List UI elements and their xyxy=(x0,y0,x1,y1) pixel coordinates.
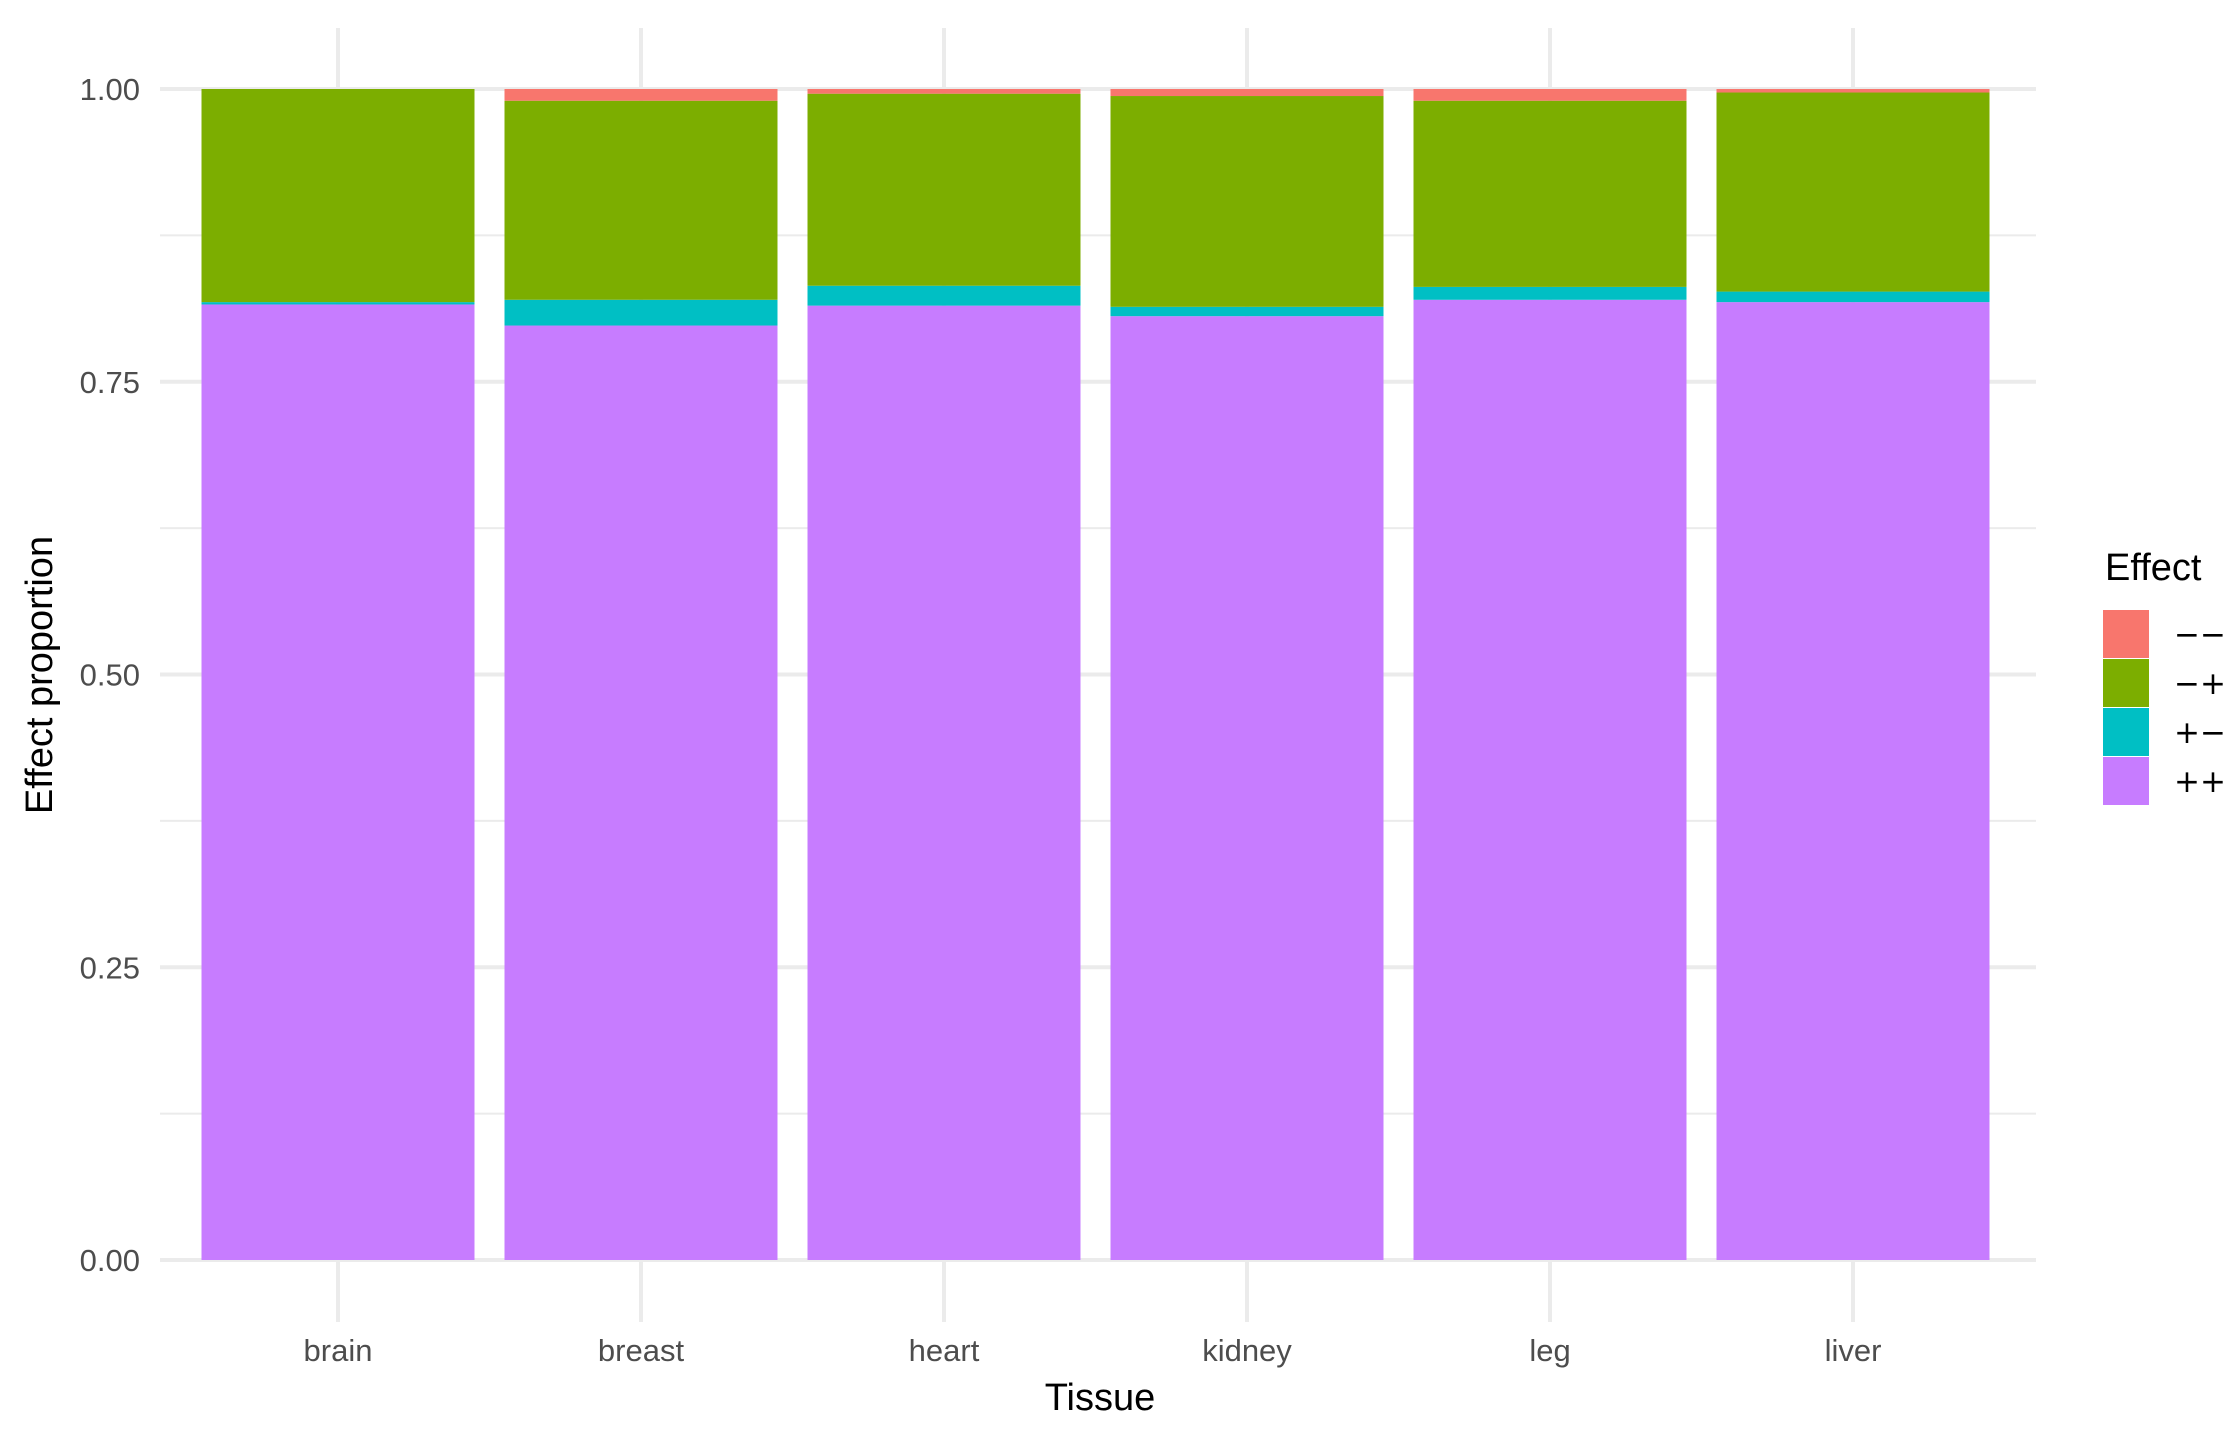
bar-segment-heart xyxy=(807,285,1081,306)
bar-segment-liver xyxy=(1716,92,1990,292)
bar-segment-leg xyxy=(1413,286,1687,300)
legend-label: −+ xyxy=(2174,666,2226,702)
x-tick-label: kidney xyxy=(1202,1333,1292,1368)
x-tick-label: breast xyxy=(598,1333,685,1368)
y-tick-label: 0.25 xyxy=(80,950,140,985)
y-tick-label: 0.75 xyxy=(80,365,140,400)
legend-key xyxy=(2103,757,2149,805)
bar-segment-brain xyxy=(201,89,475,303)
bar-segment-liver xyxy=(1716,302,1990,1260)
bar-segment-liver xyxy=(1716,89,1990,93)
bar-segment-kidney xyxy=(1110,96,1384,307)
bar-segment-brain xyxy=(201,304,475,1260)
x-axis-ticks: brain breast heart kidney leg liver xyxy=(304,1333,1882,1368)
bar-segment-leg xyxy=(1413,299,1687,1260)
y-axis-ticks: 0.00 0.25 0.50 0.75 1.00 xyxy=(80,72,140,1278)
bar-segment-leg xyxy=(1413,100,1687,287)
legend-label: +− xyxy=(2174,715,2226,751)
bar-segment-breast xyxy=(504,100,778,300)
bar-segment-breast xyxy=(504,299,778,326)
bar-segment-kidney xyxy=(1110,316,1384,1260)
bar-segment-liver xyxy=(1716,291,1990,303)
y-axis-title: Effect proportion xyxy=(19,536,61,814)
x-tick-label: brain xyxy=(304,1333,373,1368)
bar-segment-leg xyxy=(1413,89,1687,101)
y-tick-label: 1.00 xyxy=(80,72,140,107)
bar-segment-breast xyxy=(504,325,778,1260)
x-tick-label: liver xyxy=(1825,1333,1882,1368)
x-tick-label: heart xyxy=(909,1333,980,1368)
x-axis-title: Tissue xyxy=(1045,1377,1156,1419)
legend-label: −− xyxy=(2174,617,2226,653)
bars xyxy=(201,89,1990,1260)
bar-segment-kidney xyxy=(1110,89,1384,97)
bar-segment-heart xyxy=(807,305,1081,1260)
bar-segment-brain xyxy=(201,302,475,305)
x-tick-label: leg xyxy=(1529,1333,1570,1368)
legend-label: ++ xyxy=(2174,764,2226,800)
legend-key xyxy=(2103,610,2149,658)
bar-segment-heart xyxy=(807,89,1081,94)
bar-segment-breast xyxy=(504,89,778,101)
bar-segment-kidney xyxy=(1110,306,1384,317)
legend: Effect −− −+ +− ++ xyxy=(2103,547,2226,805)
y-tick-label: 0.00 xyxy=(80,1243,140,1278)
y-tick-label: 0.50 xyxy=(80,658,140,693)
legend-title: Effect xyxy=(2105,547,2202,589)
bar-segment-heart xyxy=(807,93,1081,286)
legend-key xyxy=(2103,708,2149,756)
legend-key xyxy=(2103,659,2149,707)
